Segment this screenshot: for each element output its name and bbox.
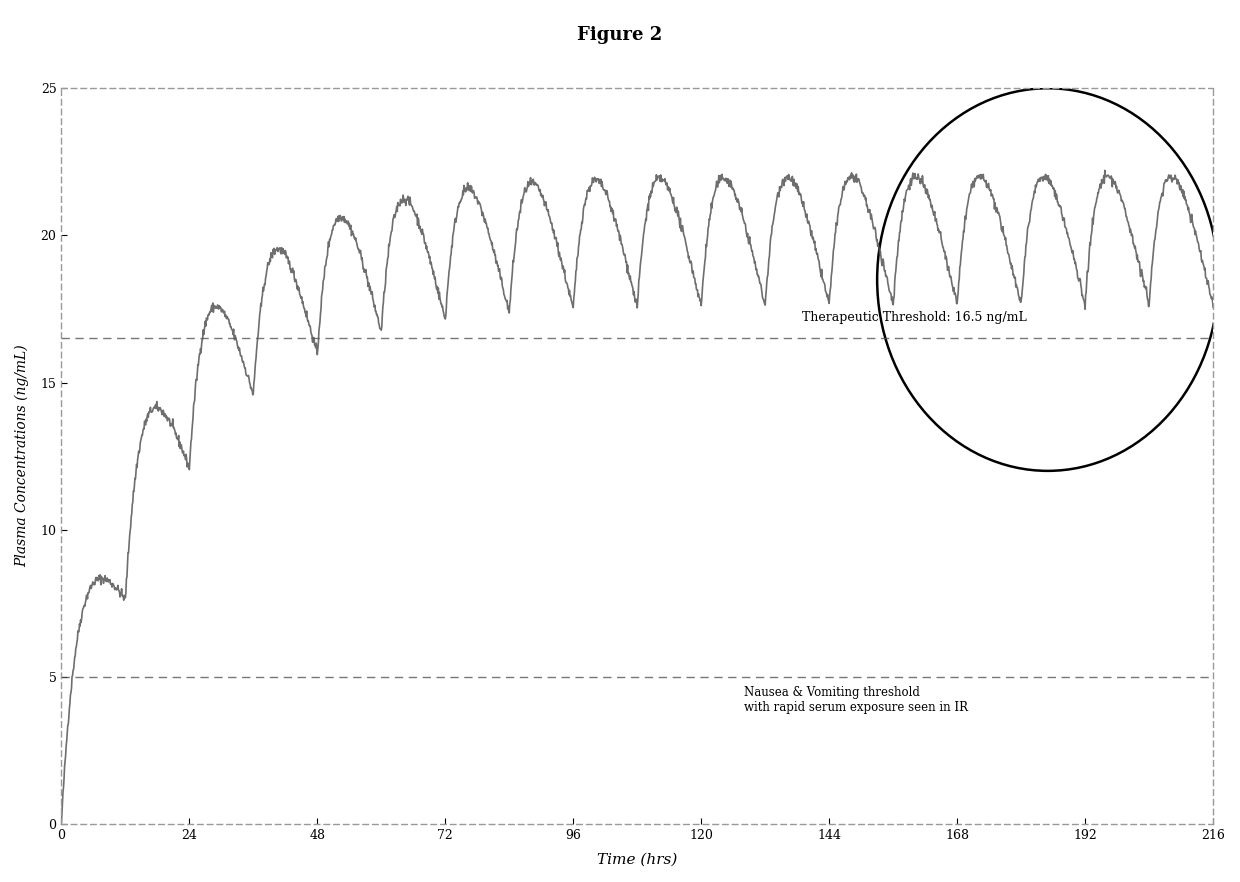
Y-axis label: Plasma Concentrations (ng/mL): Plasma Concentrations (ng/mL) <box>15 345 30 567</box>
Text: Figure 2: Figure 2 <box>578 26 662 44</box>
X-axis label: Time (hrs): Time (hrs) <box>596 853 677 867</box>
Text: Nausea & Vomiting threshold
with rapid serum exposure seen in IR: Nausea & Vomiting threshold with rapid s… <box>744 685 968 714</box>
Text: Therapeutic Threshold: 16.5 ng/mL: Therapeutic Threshold: 16.5 ng/mL <box>802 310 1027 324</box>
